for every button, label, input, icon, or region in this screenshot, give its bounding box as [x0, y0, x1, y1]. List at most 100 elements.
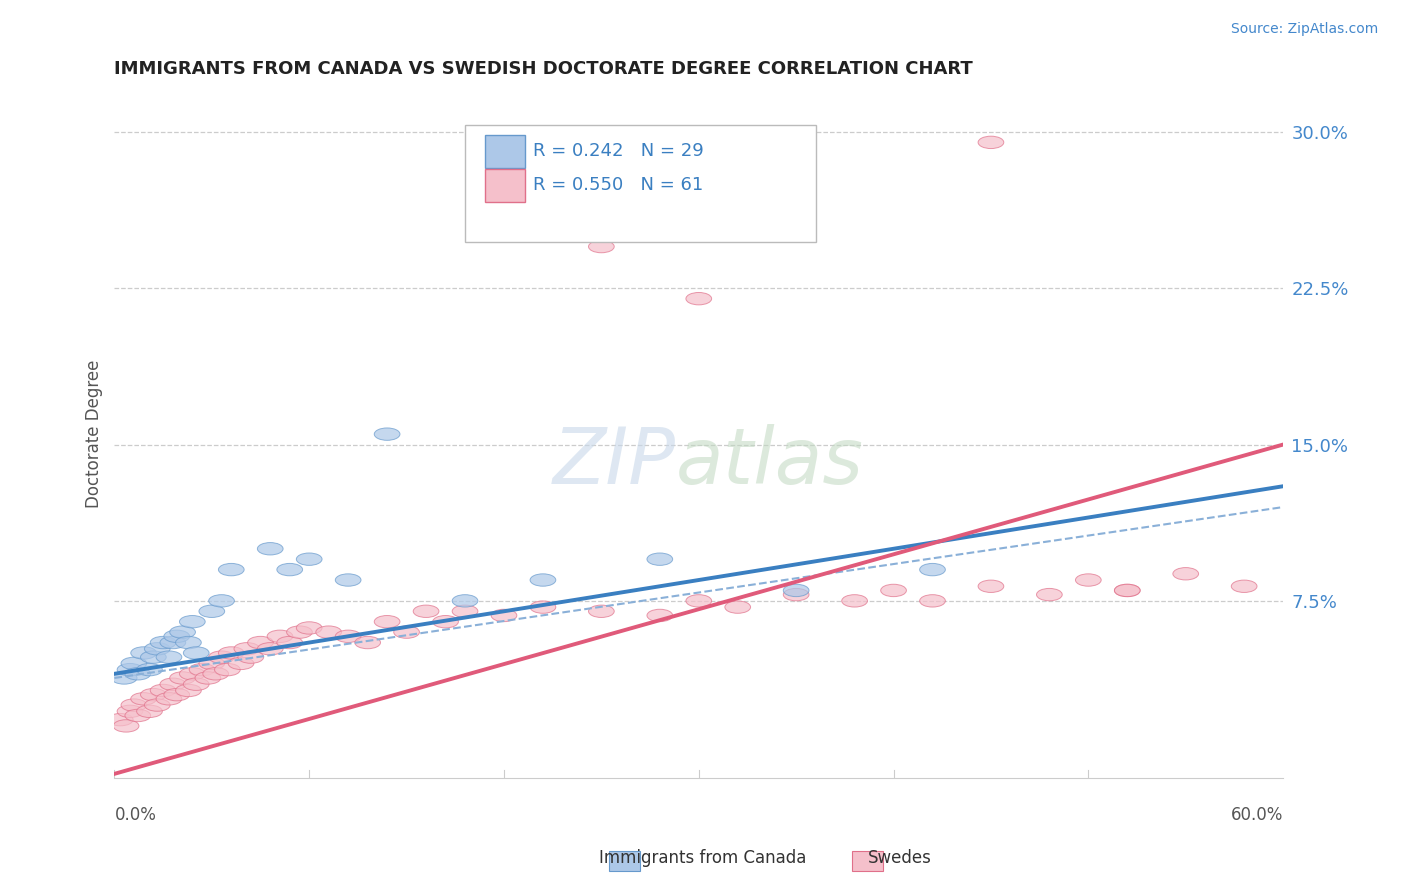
Ellipse shape — [180, 667, 205, 680]
Ellipse shape — [316, 626, 342, 639]
Ellipse shape — [257, 642, 283, 655]
Ellipse shape — [277, 564, 302, 576]
Ellipse shape — [176, 684, 201, 697]
Ellipse shape — [131, 647, 156, 659]
FancyBboxPatch shape — [485, 169, 524, 202]
Ellipse shape — [160, 636, 186, 648]
Ellipse shape — [277, 636, 302, 648]
Ellipse shape — [141, 651, 166, 664]
Ellipse shape — [180, 615, 205, 628]
Ellipse shape — [374, 428, 399, 441]
Ellipse shape — [215, 664, 240, 676]
Ellipse shape — [228, 657, 254, 670]
Text: ZIP: ZIP — [553, 424, 675, 500]
Ellipse shape — [920, 564, 945, 576]
FancyBboxPatch shape — [465, 125, 815, 242]
Ellipse shape — [156, 651, 181, 664]
Ellipse shape — [170, 672, 195, 684]
Text: R = 0.550   N = 61: R = 0.550 N = 61 — [533, 177, 703, 194]
Ellipse shape — [183, 678, 209, 690]
Ellipse shape — [297, 553, 322, 566]
Ellipse shape — [647, 609, 672, 622]
Ellipse shape — [195, 672, 221, 684]
Ellipse shape — [842, 595, 868, 607]
Ellipse shape — [190, 664, 215, 676]
Ellipse shape — [160, 678, 186, 690]
Ellipse shape — [1173, 567, 1198, 580]
Ellipse shape — [783, 589, 808, 601]
Ellipse shape — [125, 667, 150, 680]
Ellipse shape — [176, 636, 201, 648]
Ellipse shape — [136, 706, 162, 717]
Text: 0.0%: 0.0% — [114, 805, 156, 823]
Ellipse shape — [453, 605, 478, 617]
Text: Source: ZipAtlas.com: Source: ZipAtlas.com — [1230, 22, 1378, 37]
Ellipse shape — [233, 642, 260, 655]
Ellipse shape — [150, 684, 176, 697]
Ellipse shape — [354, 636, 381, 648]
Ellipse shape — [125, 709, 150, 722]
Y-axis label: Doctorate Degree: Doctorate Degree — [86, 360, 103, 508]
Ellipse shape — [121, 698, 146, 711]
Ellipse shape — [198, 657, 225, 670]
Ellipse shape — [107, 714, 134, 726]
Text: 60.0%: 60.0% — [1230, 805, 1284, 823]
Ellipse shape — [433, 615, 458, 628]
Ellipse shape — [686, 595, 711, 607]
Ellipse shape — [145, 698, 170, 711]
Ellipse shape — [165, 689, 190, 701]
Ellipse shape — [121, 657, 146, 670]
Ellipse shape — [287, 626, 312, 639]
Ellipse shape — [117, 706, 143, 717]
Text: R = 0.242   N = 29: R = 0.242 N = 29 — [533, 142, 703, 160]
Ellipse shape — [979, 136, 1004, 149]
Ellipse shape — [257, 542, 283, 555]
Ellipse shape — [1115, 584, 1140, 597]
Ellipse shape — [1232, 580, 1257, 592]
Text: Immigrants from Canada: Immigrants from Canada — [599, 849, 807, 867]
Ellipse shape — [413, 605, 439, 617]
Ellipse shape — [198, 605, 225, 617]
Ellipse shape — [453, 595, 478, 607]
Ellipse shape — [686, 293, 711, 305]
Ellipse shape — [170, 626, 195, 639]
Ellipse shape — [589, 605, 614, 617]
Ellipse shape — [1115, 584, 1140, 597]
Ellipse shape — [208, 651, 235, 664]
Ellipse shape — [117, 664, 143, 676]
Ellipse shape — [238, 651, 263, 664]
Ellipse shape — [725, 601, 751, 614]
Ellipse shape — [297, 622, 322, 634]
Ellipse shape — [1036, 589, 1062, 601]
Text: atlas: atlas — [675, 424, 863, 500]
Ellipse shape — [165, 630, 190, 642]
Ellipse shape — [218, 647, 245, 659]
Ellipse shape — [979, 580, 1004, 592]
Text: IMMIGRANTS FROM CANADA VS SWEDISH DOCTORATE DEGREE CORRELATION CHART: IMMIGRANTS FROM CANADA VS SWEDISH DOCTOR… — [114, 60, 973, 78]
Ellipse shape — [208, 595, 235, 607]
Ellipse shape — [783, 584, 808, 597]
Ellipse shape — [647, 553, 672, 566]
Ellipse shape — [156, 692, 181, 705]
Ellipse shape — [530, 574, 555, 586]
Ellipse shape — [1076, 574, 1101, 586]
Ellipse shape — [183, 647, 209, 659]
Ellipse shape — [491, 609, 517, 622]
Ellipse shape — [150, 636, 176, 648]
Ellipse shape — [589, 240, 614, 252]
Ellipse shape — [136, 664, 162, 676]
Ellipse shape — [202, 667, 229, 680]
FancyBboxPatch shape — [485, 135, 524, 168]
Ellipse shape — [247, 636, 273, 648]
Text: Swedes: Swedes — [868, 849, 932, 867]
Ellipse shape — [267, 630, 292, 642]
Ellipse shape — [335, 630, 361, 642]
Ellipse shape — [131, 692, 156, 705]
Ellipse shape — [920, 595, 945, 607]
Ellipse shape — [335, 574, 361, 586]
Ellipse shape — [374, 615, 399, 628]
Ellipse shape — [880, 584, 907, 597]
Ellipse shape — [530, 601, 555, 614]
Ellipse shape — [114, 720, 139, 732]
Ellipse shape — [141, 689, 166, 701]
